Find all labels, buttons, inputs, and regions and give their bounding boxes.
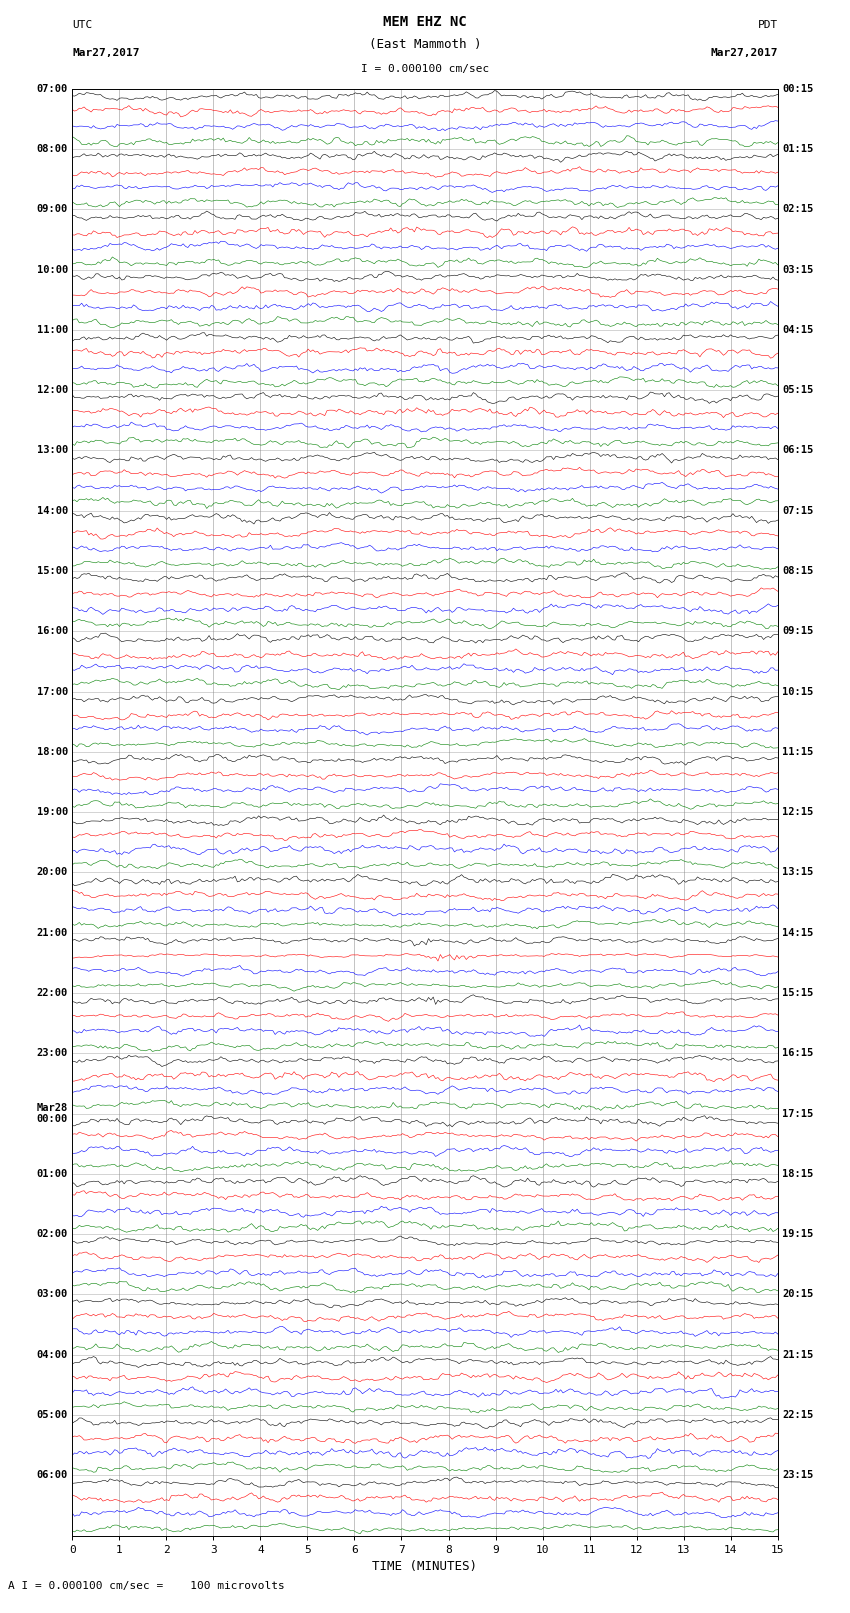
Text: 14:15: 14:15 <box>782 927 813 937</box>
Text: A I = 0.000100 cm/sec =    100 microvolts: A I = 0.000100 cm/sec = 100 microvolts <box>8 1581 286 1590</box>
Text: 12:00: 12:00 <box>37 386 68 395</box>
Text: 20:15: 20:15 <box>782 1289 813 1300</box>
Text: 23:00: 23:00 <box>37 1048 68 1058</box>
Text: 16:00: 16:00 <box>37 626 68 636</box>
Text: (East Mammoth ): (East Mammoth ) <box>369 37 481 52</box>
X-axis label: TIME (MINUTES): TIME (MINUTES) <box>372 1560 478 1573</box>
Text: 12:15: 12:15 <box>782 806 813 818</box>
Text: 06:00: 06:00 <box>37 1471 68 1481</box>
Text: 10:00: 10:00 <box>37 265 68 274</box>
Text: 21:15: 21:15 <box>782 1350 813 1360</box>
Text: Mar27,2017: Mar27,2017 <box>72 48 139 58</box>
Text: 15:00: 15:00 <box>37 566 68 576</box>
Text: 01:00: 01:00 <box>37 1169 68 1179</box>
Text: 19:15: 19:15 <box>782 1229 813 1239</box>
Text: 00:15: 00:15 <box>782 84 813 94</box>
Text: 09:00: 09:00 <box>37 205 68 215</box>
Text: 17:00: 17:00 <box>37 687 68 697</box>
Text: 04:15: 04:15 <box>782 324 813 336</box>
Text: 03:15: 03:15 <box>782 265 813 274</box>
Text: 08:00: 08:00 <box>37 144 68 153</box>
Text: 15:15: 15:15 <box>782 989 813 998</box>
Text: 10:15: 10:15 <box>782 687 813 697</box>
Text: 20:00: 20:00 <box>37 868 68 877</box>
Text: 06:15: 06:15 <box>782 445 813 455</box>
Text: Mar27,2017: Mar27,2017 <box>711 48 778 58</box>
Text: 02:15: 02:15 <box>782 205 813 215</box>
Text: 08:15: 08:15 <box>782 566 813 576</box>
Text: 07:15: 07:15 <box>782 506 813 516</box>
Text: 18:15: 18:15 <box>782 1169 813 1179</box>
Text: 01:15: 01:15 <box>782 144 813 153</box>
Text: 13:00: 13:00 <box>37 445 68 455</box>
Text: Mar28
00:00: Mar28 00:00 <box>37 1103 68 1124</box>
Text: I = 0.000100 cm/sec: I = 0.000100 cm/sec <box>361 65 489 74</box>
Text: 07:00: 07:00 <box>37 84 68 94</box>
Text: 13:15: 13:15 <box>782 868 813 877</box>
Text: UTC: UTC <box>72 19 93 29</box>
Text: 22:00: 22:00 <box>37 989 68 998</box>
Text: 05:15: 05:15 <box>782 386 813 395</box>
Text: MEM EHZ NC: MEM EHZ NC <box>383 15 467 29</box>
Text: 05:00: 05:00 <box>37 1410 68 1419</box>
Text: 19:00: 19:00 <box>37 806 68 818</box>
Text: 22:15: 22:15 <box>782 1410 813 1419</box>
Text: 02:00: 02:00 <box>37 1229 68 1239</box>
Text: 18:00: 18:00 <box>37 747 68 756</box>
Text: 23:15: 23:15 <box>782 1471 813 1481</box>
Text: 16:15: 16:15 <box>782 1048 813 1058</box>
Text: 04:00: 04:00 <box>37 1350 68 1360</box>
Text: 09:15: 09:15 <box>782 626 813 636</box>
Text: 03:00: 03:00 <box>37 1289 68 1300</box>
Text: PDT: PDT <box>757 19 778 29</box>
Text: 11:15: 11:15 <box>782 747 813 756</box>
Text: 21:00: 21:00 <box>37 927 68 937</box>
Text: 11:00: 11:00 <box>37 324 68 336</box>
Text: 14:00: 14:00 <box>37 506 68 516</box>
Text: 17:15: 17:15 <box>782 1108 813 1118</box>
